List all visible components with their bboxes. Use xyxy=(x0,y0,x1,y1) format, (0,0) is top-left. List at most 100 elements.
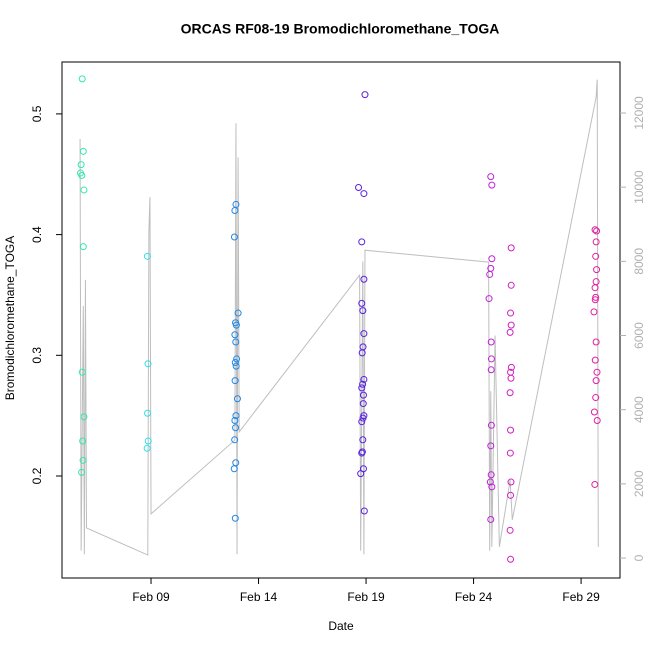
point xyxy=(506,449,514,457)
point xyxy=(507,555,515,563)
point xyxy=(592,238,600,246)
point xyxy=(230,465,238,473)
y-tick-label: 0.5 xyxy=(30,105,44,122)
point xyxy=(590,308,598,316)
point xyxy=(592,377,600,385)
point xyxy=(232,424,240,432)
point xyxy=(359,380,367,388)
point xyxy=(358,384,366,392)
point xyxy=(487,355,495,363)
point xyxy=(144,409,152,417)
point xyxy=(231,331,239,339)
point xyxy=(143,444,151,452)
y2-tick-label: 12000 xyxy=(632,96,646,130)
x-axis-label: Date xyxy=(328,619,354,633)
x-tick-label: Feb 24 xyxy=(455,590,493,604)
point xyxy=(232,362,240,370)
point xyxy=(591,284,599,292)
point xyxy=(359,307,367,315)
point xyxy=(507,363,515,371)
point xyxy=(233,395,241,403)
point xyxy=(592,394,600,402)
point xyxy=(234,309,242,317)
x-tick-label: Feb 09 xyxy=(132,590,170,604)
point xyxy=(359,391,367,399)
point xyxy=(232,412,240,420)
y2-tick-label: 8000 xyxy=(632,248,646,275)
point xyxy=(144,360,152,368)
point xyxy=(357,470,365,478)
point xyxy=(79,147,87,155)
x-tick-label: Feb 29 xyxy=(562,590,600,604)
point xyxy=(487,442,495,450)
y-tick-label: 0.4 xyxy=(30,226,44,243)
point xyxy=(507,491,515,499)
point xyxy=(77,161,85,169)
y2-tick-label: 4000 xyxy=(632,396,646,423)
x-tick-label: Feb 19 xyxy=(347,590,385,604)
point xyxy=(592,293,600,301)
point xyxy=(78,171,86,179)
point xyxy=(358,449,366,457)
point xyxy=(592,338,600,346)
point xyxy=(359,436,367,444)
point xyxy=(231,436,239,444)
y-tick-label: 0.2 xyxy=(30,467,44,484)
point xyxy=(79,243,87,251)
point xyxy=(487,366,495,374)
point xyxy=(593,266,601,274)
plot-box xyxy=(61,61,621,579)
y2-tick-label: 2000 xyxy=(632,470,646,497)
point xyxy=(591,356,599,364)
point xyxy=(487,173,495,181)
point xyxy=(360,330,368,338)
point xyxy=(358,238,366,246)
point xyxy=(80,186,88,194)
y2-tick-label: 6000 xyxy=(632,322,646,349)
point xyxy=(78,368,86,376)
point xyxy=(488,255,496,263)
point xyxy=(507,374,515,382)
point xyxy=(144,437,152,445)
point xyxy=(358,299,366,307)
point xyxy=(360,375,368,383)
point xyxy=(230,233,238,241)
point xyxy=(488,181,496,189)
point xyxy=(590,408,598,416)
point xyxy=(231,514,239,522)
point xyxy=(78,75,86,83)
y2-tick-label: 0 xyxy=(632,554,646,561)
point xyxy=(80,413,88,421)
point xyxy=(485,295,493,303)
y-tick-label: 0.3 xyxy=(30,347,44,364)
point xyxy=(507,478,515,486)
point xyxy=(507,321,515,329)
point xyxy=(231,416,239,424)
point xyxy=(487,338,495,346)
point xyxy=(359,414,367,422)
point xyxy=(486,478,494,486)
x-tick-label: Feb 14 xyxy=(240,590,278,604)
point xyxy=(591,226,599,234)
point xyxy=(506,328,514,336)
point xyxy=(507,281,515,289)
point xyxy=(506,526,514,534)
point xyxy=(507,426,515,434)
point xyxy=(358,418,366,426)
point xyxy=(592,252,600,260)
point xyxy=(355,184,363,192)
point xyxy=(232,321,240,329)
point xyxy=(506,389,514,397)
point xyxy=(507,309,515,317)
point xyxy=(233,355,241,363)
altitude-line xyxy=(79,79,599,556)
point xyxy=(358,349,366,357)
y-axis-label: Bromodichloromethane_TOGA xyxy=(3,236,17,401)
y2-tick-label: 10000 xyxy=(632,170,646,204)
chart-title: ORCAS RF08-19 Bromodichloromethane_TOGA xyxy=(181,21,500,37)
point xyxy=(78,468,86,476)
point xyxy=(487,515,495,523)
point xyxy=(487,421,495,429)
point xyxy=(231,359,239,367)
